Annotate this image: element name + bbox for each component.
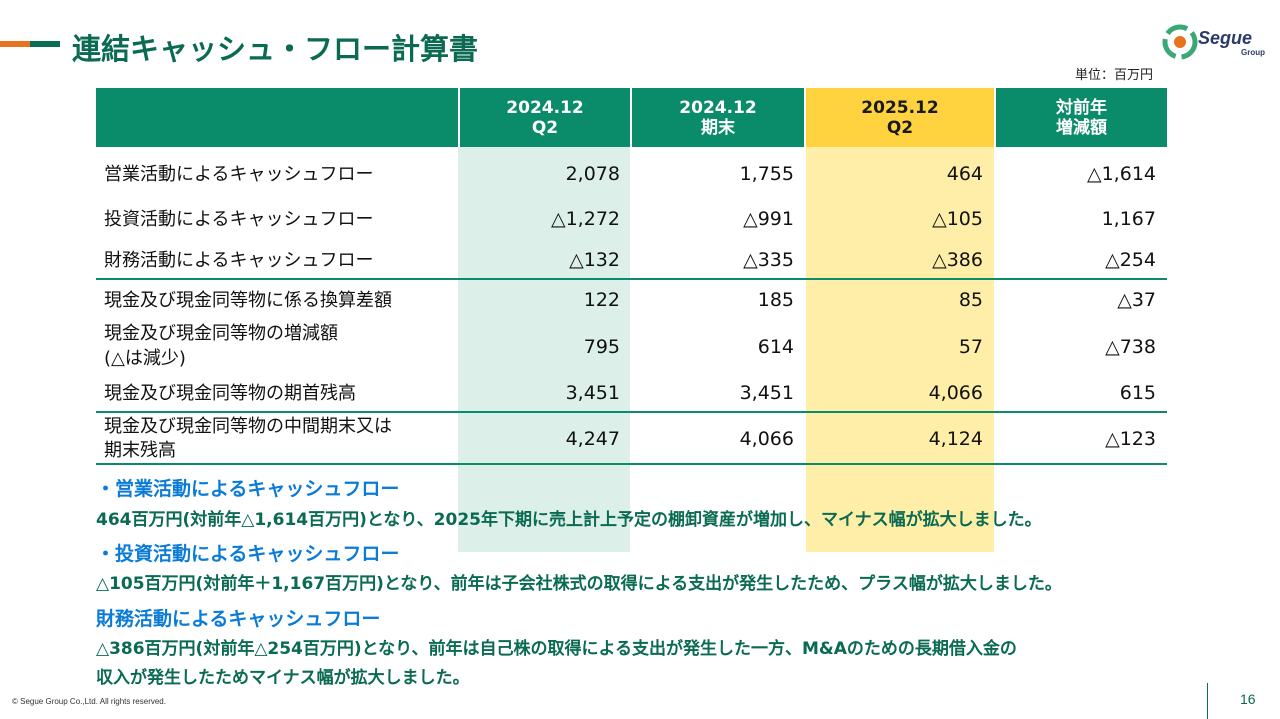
copyright-footer: © Segue Group Co.,Ltd. All rights reserv… — [12, 697, 166, 706]
header-col-2024-q2: 2024.12 Q2 — [460, 88, 630, 147]
note-heading: 財務活動によるキャッシュフロー — [96, 608, 381, 630]
note-heading: ・営業活動によるキャッシュフロー — [96, 478, 400, 500]
page-number-divider — [1207, 683, 1208, 719]
row-divider — [96, 411, 1167, 413]
title-accent-orange — [0, 41, 30, 47]
note-body: 464百万円(対前年△1,614百万円)となり、2025年下期に売上計上予定の棚… — [96, 510, 1042, 530]
logo-sub: Group — [1241, 48, 1265, 57]
col-2025-q2-shading — [806, 147, 994, 552]
header-col-2025-q2: 2025.12 Q2 — [806, 88, 994, 147]
title-accent-green — [30, 41, 60, 47]
col-2024-q2-shading — [458, 147, 630, 552]
note-body: 収入が発生したためマイナス幅が拡大しました。 — [96, 668, 470, 688]
logo-name: Segue — [1198, 28, 1253, 48]
table-bottom-border — [96, 463, 1167, 465]
segue-logo-icon — [1162, 24, 1198, 60]
row-divider — [96, 278, 1167, 280]
header-col-yoy: 対前年 増減額 — [996, 88, 1167, 147]
unit-label: 単位：百万円 — [1075, 68, 1154, 83]
header-col-2024-end: 2024.12 期末 — [632, 88, 804, 147]
page-number: 16 — [1240, 691, 1256, 707]
note-body: △105百万円(対前年＋1,167百万円)となり、前年は子会社株式の取得による支… — [96, 574, 1062, 594]
note-body: △386百万円(対前年△254百万円)となり、前年は自己株の取得による支出が発生… — [96, 639, 1017, 659]
header-blank-cell — [96, 88, 458, 147]
page-title: 連結キャッシュ・フロー計算書 — [72, 32, 479, 66]
note-heading: ・投資活動によるキャッシュフロー — [96, 543, 400, 565]
